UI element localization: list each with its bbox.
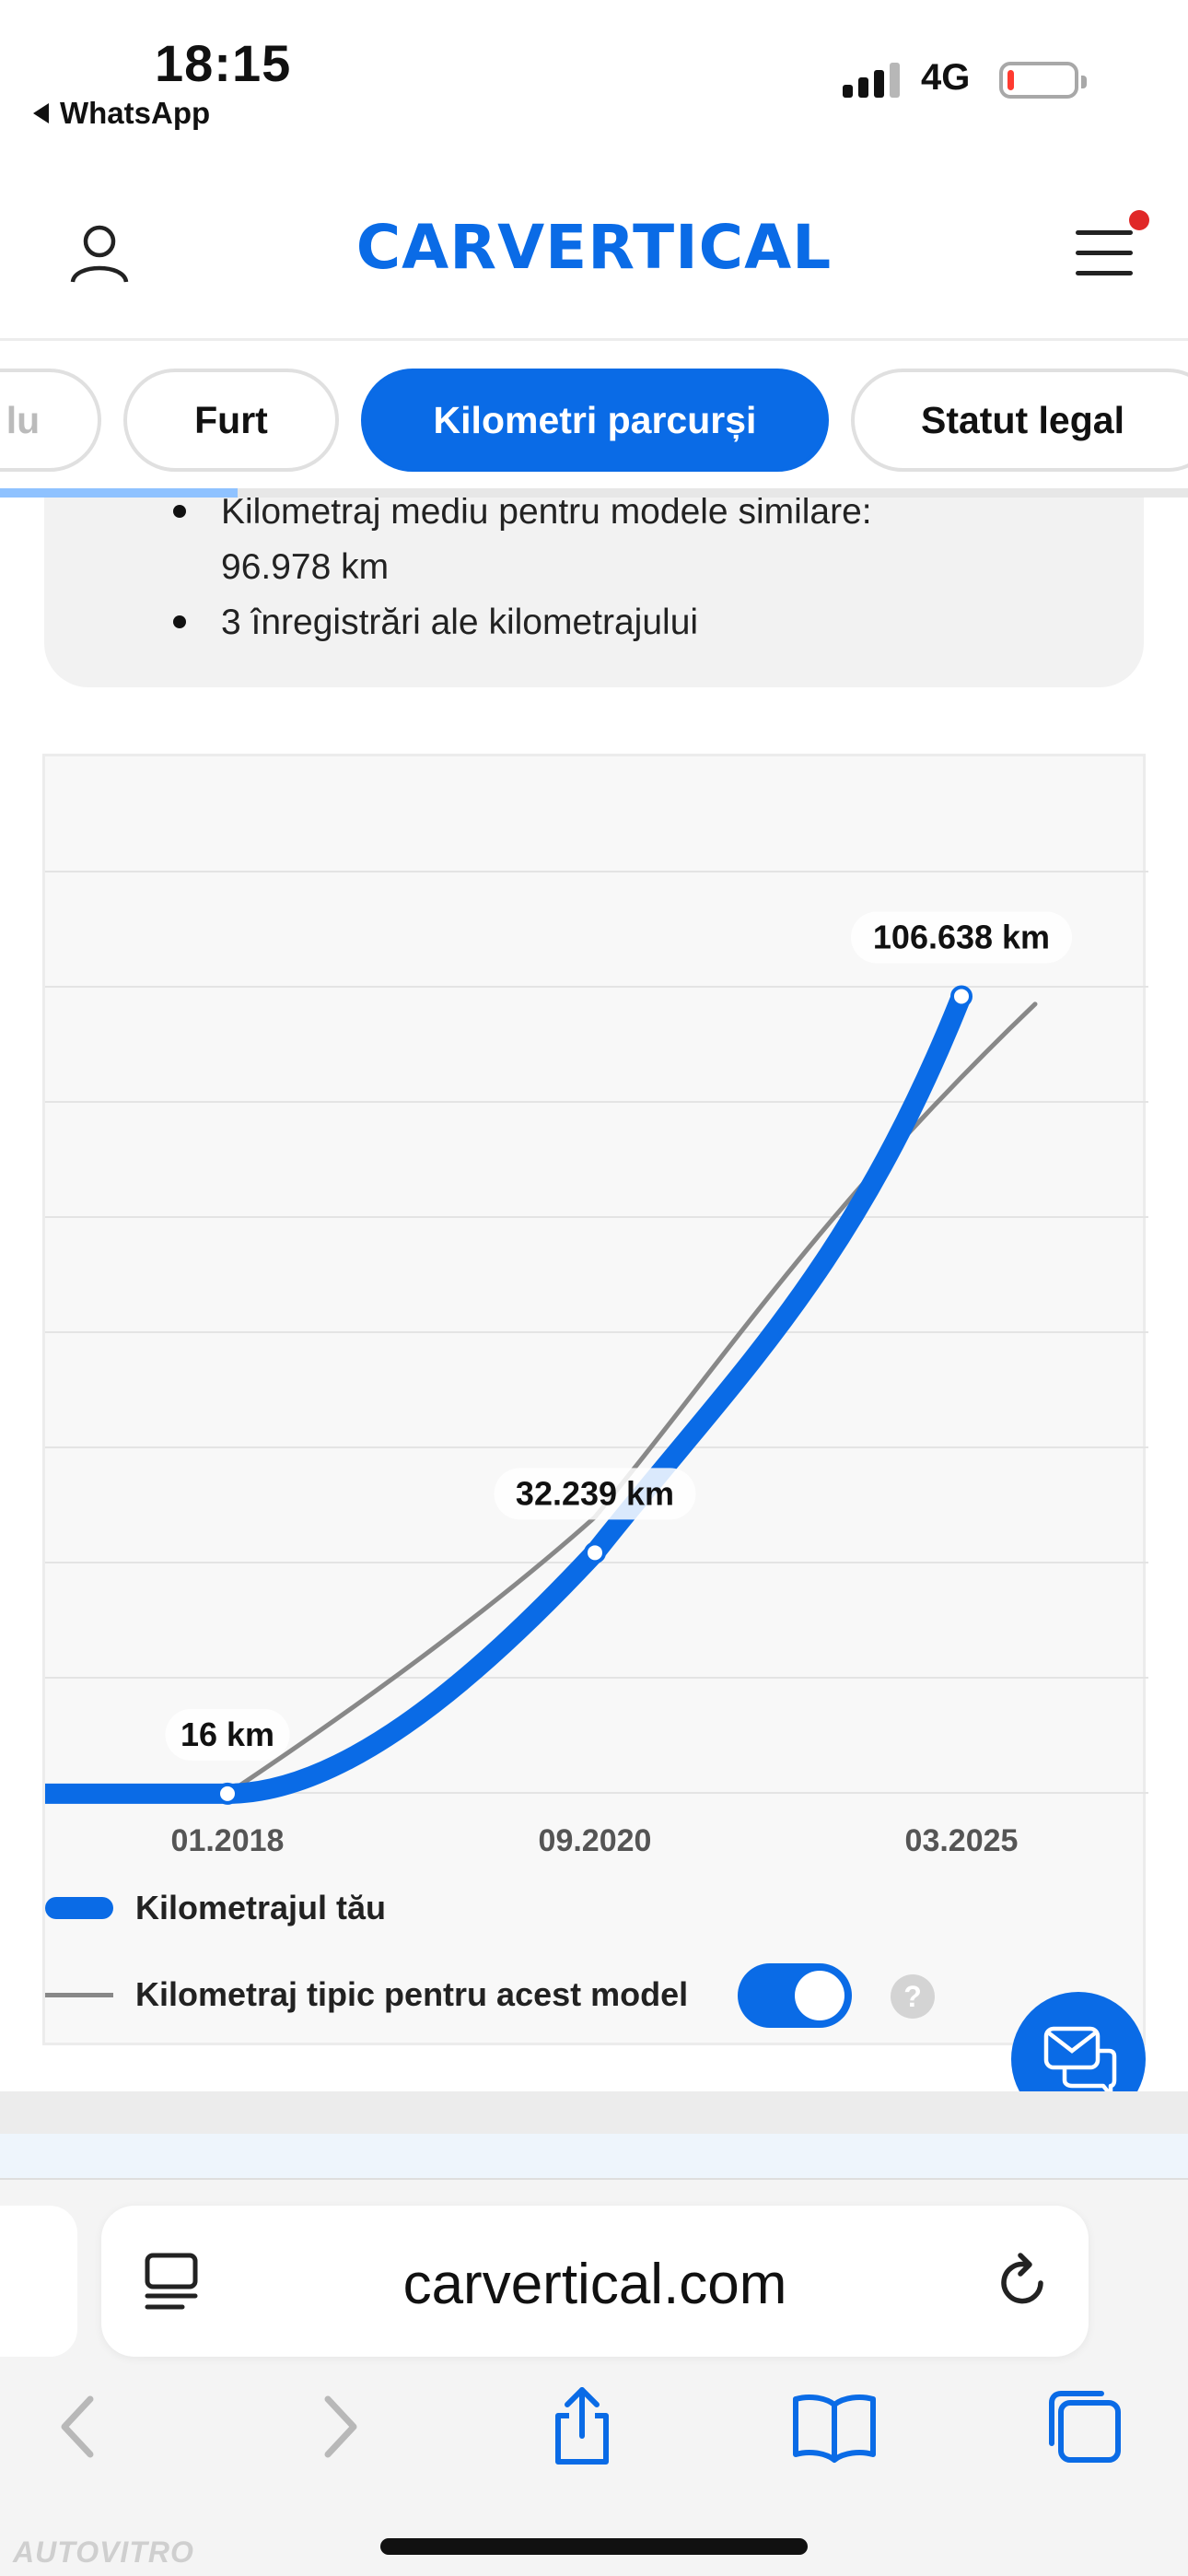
previous-tab-preview[interactable]	[0, 2206, 77, 2357]
tabs-scroll-indicator	[0, 488, 1188, 498]
url-text: carvertical.com	[402, 2253, 787, 2316]
bookmarks-icon[interactable]	[790, 2383, 879, 2471]
tab-furt[interactable]: Furt	[123, 369, 339, 472]
typical-mileage-toggle[interactable]	[738, 1963, 852, 2028]
status-bar: 18:15 WhatsApp 4G	[0, 0, 1188, 138]
back-app-label: WhatsApp	[60, 96, 211, 130]
legend-swatch-gray	[45, 1992, 113, 1997]
mileage-chart: 16 km 32.239 km 106.638 km 01.2018 09.2020 0…	[42, 754, 1148, 2045]
watermark-text: AUTOVITRO	[13, 2535, 194, 2569]
mileage-point	[216, 1782, 239, 1805]
mileage-chart-svg: 16 km 32.239 km 106.638 km	[45, 871, 1148, 1805]
cellular-signal-icon	[843, 63, 900, 98]
battery-icon	[999, 62, 1087, 99]
share-icon[interactable]	[538, 2383, 626, 2471]
network-type: 4G	[921, 57, 971, 98]
legend-item-own-mileage: Kilometrajul tău	[45, 1880, 386, 1936]
notification-dot	[1129, 210, 1149, 230]
point-label-background	[494, 1468, 696, 1520]
legend-label: Kilometrajul tău	[135, 1889, 387, 1926]
own-mileage-line	[45, 986, 972, 1804]
point-label: 106.638 km	[873, 918, 1050, 955]
forward-arrow-icon[interactable]	[293, 2383, 381, 2471]
next-section-edge	[0, 2134, 1188, 2178]
tab-label: Furt	[194, 398, 268, 441]
point-label: 16 km	[181, 1715, 274, 1753]
x-tick-label: 01.2018	[170, 1823, 285, 1858]
tab-label: Statut legal	[921, 398, 1124, 441]
x-tick-label: 09.2020	[538, 1823, 652, 1858]
reload-icon[interactable]	[993, 2252, 1054, 2313]
site-header: CARVERTICAL	[0, 166, 1188, 341]
summary-item: Kilometraj mediu pentru modele similare:	[173, 498, 872, 540]
back-arrow-icon[interactable]	[37, 2383, 125, 2471]
summary-item: 3 înregistrări ale kilometrajului	[173, 595, 872, 650]
mileage-summary-card: Kilometraj mediu pentru modele similare:…	[44, 498, 1144, 687]
tab-previous[interactable]: lu	[0, 369, 101, 472]
report-tabs: lu Furt Kilometri parcurși Statut legal	[0, 369, 1188, 472]
mileage-point	[584, 1541, 606, 1564]
help-icon[interactable]: ?	[891, 1974, 935, 2019]
clock: 18:15	[155, 34, 292, 92]
tab-statut-legal[interactable]: Statut legal	[851, 369, 1188, 472]
point-label: 32.239 km	[516, 1474, 674, 1512]
point-label-background	[165, 1708, 290, 1761]
carvertical-logo[interactable]: CARVERTICAL	[355, 212, 833, 283]
summary-clip: Kilometraj mediu pentru modele similare:…	[0, 498, 1188, 700]
tab-label: lu	[6, 398, 41, 441]
tab-kilometri-parcursi[interactable]: Kilometri parcurși	[361, 369, 829, 472]
chat-bubbles-icon	[1043, 2026, 1117, 2098]
home-indicator	[380, 2538, 808, 2555]
tab-label: Kilometri parcurși	[433, 398, 757, 441]
legend-item-typical-mileage: Kilometraj tipic pentru acest model	[45, 1967, 688, 2022]
legend-swatch-blue	[45, 1897, 113, 1919]
mileage-point	[950, 985, 973, 1008]
point-label-background	[851, 911, 1072, 964]
summary-item-value: 96.978 km	[221, 547, 390, 587]
section-divider	[0, 2091, 1188, 2134]
x-tick-label: 03.2025	[904, 1823, 1019, 1858]
page-menu-icon[interactable]	[140, 2250, 204, 2314]
back-to-app-button[interactable]: WhatsApp	[33, 96, 210, 131]
browser-toolbar: carvertical.com	[0, 2178, 1188, 2576]
tabs-icon[interactable]	[1041, 2383, 1129, 2471]
hamburger-menu-icon[interactable]	[1076, 228, 1133, 276]
back-triangle-icon	[33, 103, 49, 123]
address-bar[interactable]: carvertical.com	[101, 2206, 1089, 2357]
legend-label: Kilometraj tipic pentru acest model	[135, 1975, 689, 2013]
user-icon[interactable]	[69, 223, 130, 284]
